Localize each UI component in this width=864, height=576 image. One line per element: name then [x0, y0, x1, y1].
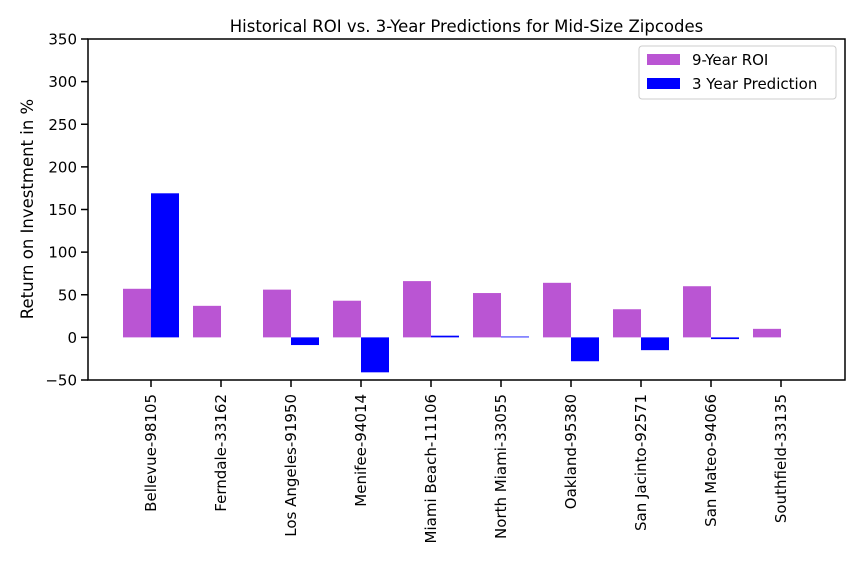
bars: [123, 193, 781, 373]
x-tick-label: San Mateo-94066: [702, 394, 720, 527]
bar-roi-3: [333, 300, 361, 338]
plot-frame: [87, 38, 846, 381]
bar-roi-0: [123, 288, 151, 338]
bar-prediction-8: [711, 337, 739, 340]
legend-box: [638, 45, 837, 100]
chart-title: Historical ROI vs. 3-Year Predictions fo…: [230, 17, 703, 36]
bar-roi-4: [403, 281, 431, 338]
bar-prediction-2: [291, 337, 319, 346]
x-tick-label: Menifee-94014: [352, 394, 370, 507]
bar-roi-5: [473, 293, 501, 338]
x-tick-label: North Miami-33055: [492, 394, 510, 539]
y-tick-label: 150: [48, 201, 77, 219]
bar-prediction-6: [571, 337, 599, 362]
y-axis-label: Return on Investment in %: [18, 99, 37, 319]
y-tick-label: 350: [48, 31, 77, 49]
bar-prediction-7: [641, 337, 669, 351]
x-tick-label: Bellevue-98105: [142, 394, 160, 512]
legend-swatch: [647, 54, 680, 65]
legend-swatch: [647, 78, 680, 89]
bar-prediction-0: [151, 193, 179, 338]
bar-roi-8: [683, 286, 711, 338]
y-tick-label: −50: [45, 372, 77, 390]
x-tick-label: San Jacinto-92571: [632, 394, 650, 531]
bar-roi-6: [543, 282, 571, 338]
y-tick-label: 250: [48, 116, 77, 134]
y-axis-ticks: −50 0 50 100 150 200 250 300 350: [45, 31, 88, 390]
bar-roi-2: [263, 289, 291, 338]
bar-prediction-3: [361, 337, 389, 373]
y-tick-label: 100: [48, 244, 77, 262]
x-tick-label: Southfield-33135: [772, 394, 790, 523]
legend-label: 9-Year ROI: [692, 51, 768, 69]
bar-roi-1: [193, 305, 221, 338]
bar-roi-7: [613, 309, 641, 338]
x-axis-ticks: Bellevue-98105 Ferndale-33162 Los Angeles-…: [142, 380, 790, 543]
y-tick-label: 50: [58, 286, 77, 304]
legend-label: 3 Year Prediction: [692, 75, 817, 93]
x-tick-label: Miami Beach-11106: [422, 394, 440, 543]
bar-roi-9: [753, 328, 781, 338]
legend: 9-Year ROI 3 Year Prediction: [638, 45, 837, 100]
x-tick-label: Oakland-95380: [562, 394, 580, 509]
bar-prediction-4: [431, 335, 459, 338]
x-tick-label: Ferndale-33162: [212, 394, 230, 512]
bar-prediction-5: [501, 336, 529, 338]
y-tick-label: 300: [48, 73, 77, 91]
x-tick-label: Los Angeles-91950: [282, 394, 300, 537]
y-tick-label: 200: [48, 158, 77, 176]
y-tick-label: 0: [67, 329, 77, 347]
